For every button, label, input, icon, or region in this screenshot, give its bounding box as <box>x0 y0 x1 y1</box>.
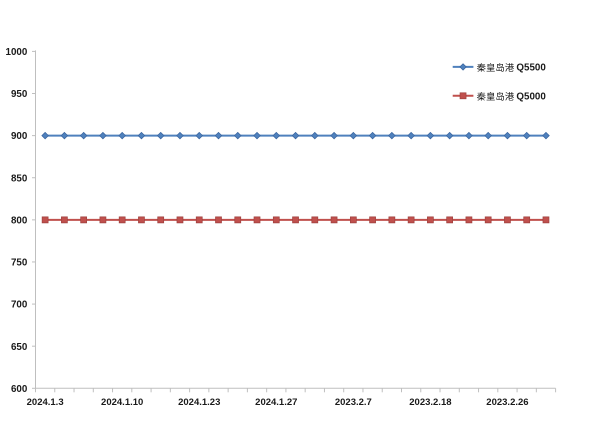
svg-text:Q5000: Q5000 <box>516 91 546 102</box>
svg-text:2024.1.27: 2024.1.27 <box>255 397 297 408</box>
svg-text:2023.2.18: 2023.2.18 <box>409 397 451 408</box>
svg-text:750: 750 <box>11 258 28 269</box>
svg-text:2023.2.7: 2023.2.7 <box>335 397 372 408</box>
svg-text:900: 900 <box>11 131 28 142</box>
svg-text:2024.1.10: 2024.1.10 <box>101 397 143 408</box>
svg-text:700: 700 <box>11 300 28 311</box>
svg-text:850: 850 <box>11 173 28 184</box>
svg-text:800: 800 <box>11 215 28 226</box>
svg-text:Q5500: Q5500 <box>516 62 546 73</box>
svg-text:2024.1.3: 2024.1.3 <box>27 397 64 408</box>
svg-text:1000: 1000 <box>6 47 28 58</box>
svg-text:650: 650 <box>11 342 28 353</box>
svg-text:600: 600 <box>11 384 28 395</box>
svg-text:2024.1.23: 2024.1.23 <box>178 397 220 408</box>
svg-text:2023.2.26: 2023.2.26 <box>486 397 528 408</box>
svg-text:950: 950 <box>11 89 28 100</box>
